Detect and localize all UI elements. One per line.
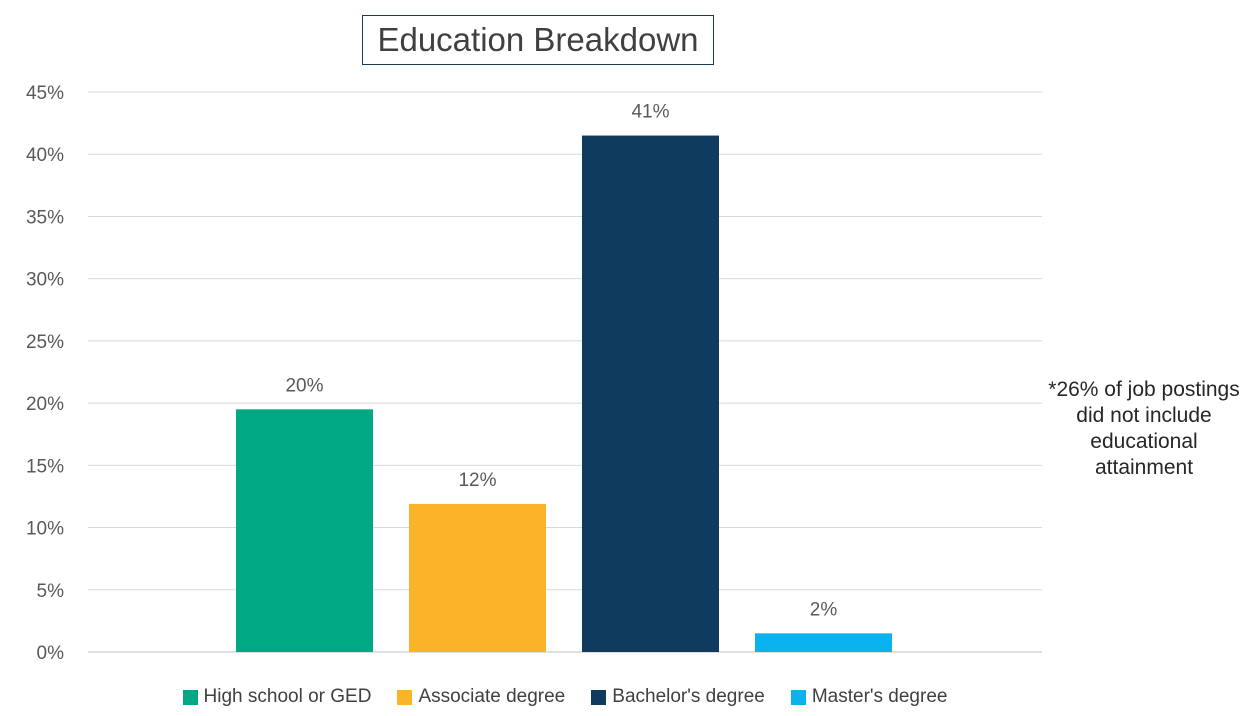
legend-swatch bbox=[397, 689, 413, 705]
data-label: 20% bbox=[285, 375, 323, 396]
y-tick-label: 35% bbox=[26, 207, 64, 228]
y-tick-label: 40% bbox=[26, 145, 64, 166]
data-label: 41% bbox=[631, 102, 669, 123]
bar bbox=[409, 503, 546, 652]
bar bbox=[755, 633, 892, 652]
legend-item-associate: Associate degree bbox=[397, 686, 565, 708]
y-tick-label: 0% bbox=[37, 643, 65, 664]
y-tick-label: 5% bbox=[37, 581, 65, 602]
legend-label: High school or GED bbox=[203, 686, 372, 707]
legend-item-bachelor: Bachelor's degree bbox=[591, 686, 765, 708]
chart-annotation: *26% of job postings did not include edu… bbox=[1048, 378, 1240, 479]
legend-swatch bbox=[591, 689, 607, 705]
legend-label: Associate degree bbox=[418, 686, 566, 707]
chart-title: Education Breakdown bbox=[362, 15, 714, 65]
y-tick-label: 15% bbox=[26, 456, 64, 477]
legend-swatch bbox=[790, 689, 806, 705]
y-tick-label: 20% bbox=[26, 394, 64, 415]
y-tick-label: 45% bbox=[26, 83, 64, 104]
legend-item-high-school: High school or GED bbox=[182, 686, 372, 708]
data-label: 2% bbox=[810, 599, 838, 620]
y-tick-label: 30% bbox=[26, 270, 64, 291]
data-label: 12% bbox=[458, 470, 496, 491]
legend-label: Bachelor's degree bbox=[612, 686, 765, 707]
bar bbox=[582, 135, 719, 653]
legend-label: Master's degree bbox=[811, 686, 948, 707]
chart-legend: High school or GED Associate degree Bach… bbox=[0, 686, 1130, 708]
y-tick-label: 25% bbox=[26, 332, 64, 353]
bar bbox=[236, 409, 373, 652]
legend-item-master: Master's degree bbox=[790, 686, 948, 708]
legend-swatch bbox=[182, 689, 198, 705]
y-tick-label: 10% bbox=[26, 519, 64, 540]
